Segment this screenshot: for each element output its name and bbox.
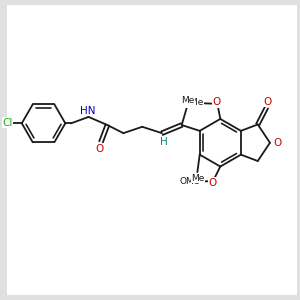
Text: Me: Me (191, 174, 204, 183)
Text: O: O (96, 143, 104, 154)
Text: O: O (264, 97, 272, 107)
Text: Me: Me (181, 96, 194, 105)
Text: OMe: OMe (183, 98, 204, 107)
Text: O: O (213, 98, 221, 107)
FancyBboxPatch shape (7, 5, 297, 295)
Text: HN: HN (80, 106, 96, 116)
Text: H: H (160, 137, 167, 147)
Text: O: O (208, 178, 216, 188)
Text: OMe: OMe (179, 177, 200, 186)
Text: Cl: Cl (2, 118, 13, 128)
Text: O: O (273, 138, 281, 148)
